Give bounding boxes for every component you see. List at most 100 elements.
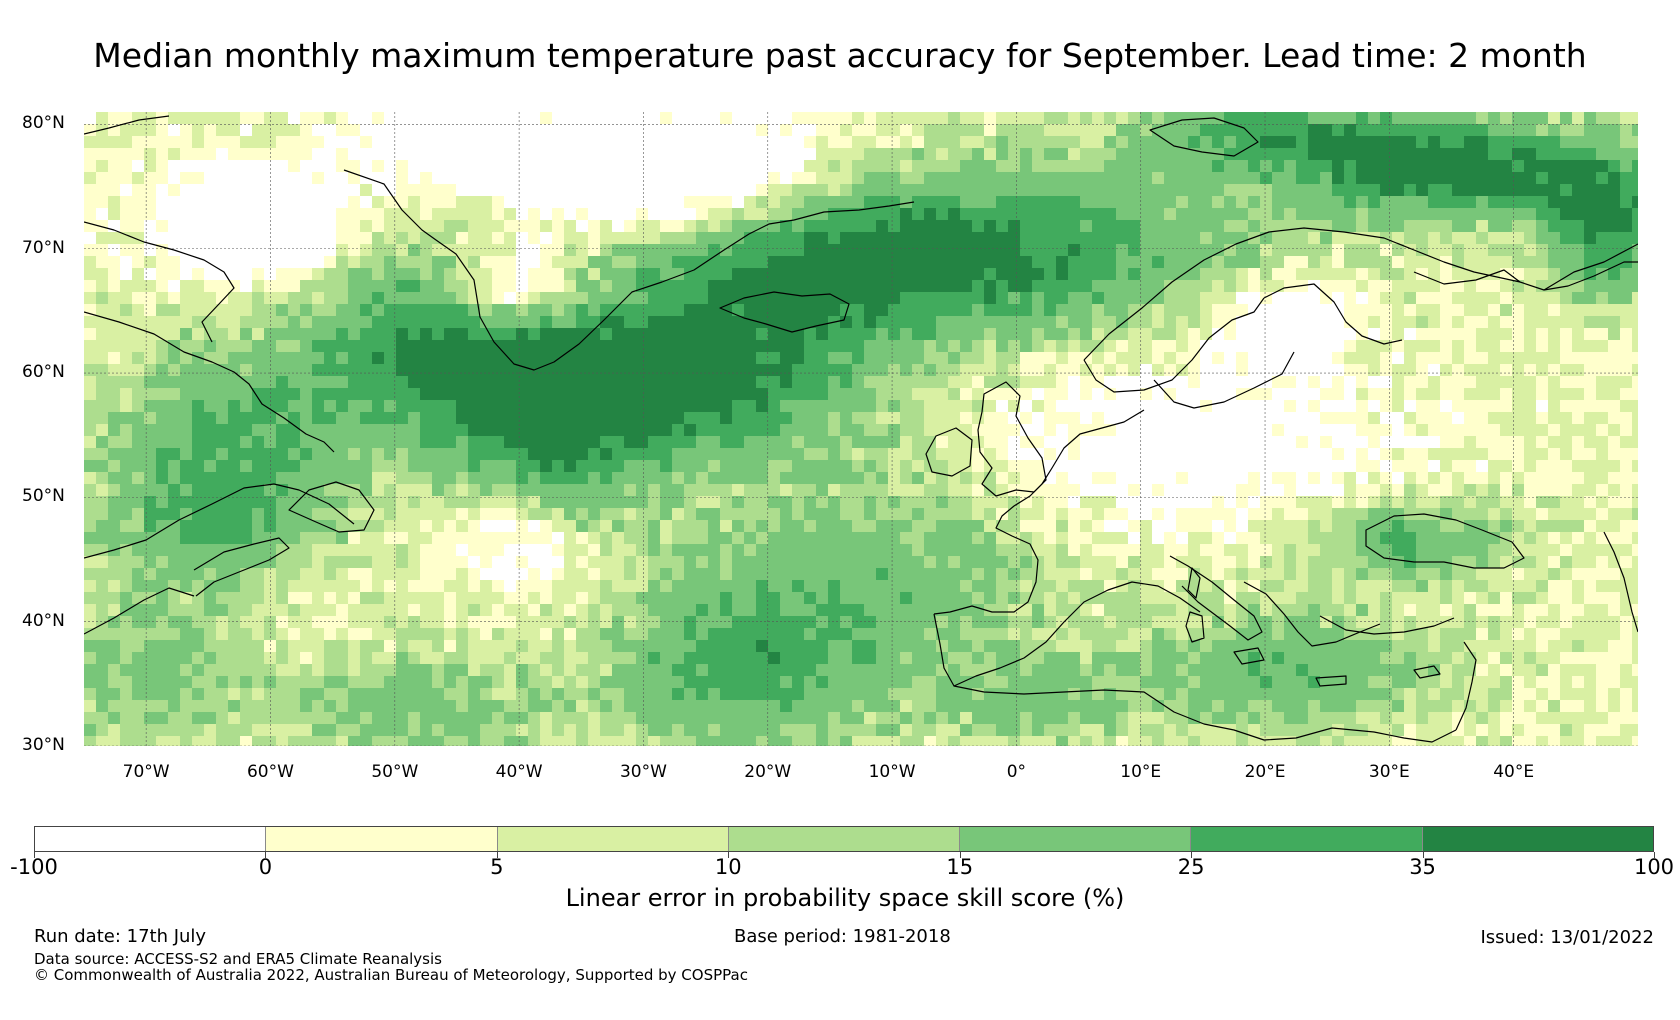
skill-cell (1344, 256, 1357, 269)
skill-cell (1536, 532, 1549, 545)
skill-cell (636, 424, 649, 437)
skill-cell (456, 532, 469, 545)
skill-cell (1260, 388, 1273, 401)
skill-cell (528, 220, 541, 233)
skill-cell (780, 484, 793, 497)
skill-cell (324, 136, 337, 149)
skill-cell (936, 508, 949, 521)
skill-cell (108, 364, 121, 377)
skill-cell (1092, 268, 1105, 281)
skill-cell (612, 136, 625, 149)
skill-cell (252, 352, 265, 365)
skill-cell (1152, 496, 1165, 509)
skill-cell (600, 508, 613, 521)
skill-cell (996, 280, 1009, 293)
skill-cell (360, 472, 373, 485)
skill-cell (372, 316, 385, 329)
skill-cell (1392, 328, 1405, 341)
skill-cell (1428, 484, 1441, 497)
skill-cell (864, 364, 877, 377)
skill-cell (1056, 196, 1069, 209)
skill-cell (132, 124, 145, 137)
skill-cell (732, 112, 745, 125)
skill-cell (1608, 520, 1621, 533)
skill-cell (1176, 520, 1189, 533)
skill-cell (1512, 520, 1525, 533)
skill-cell (1104, 316, 1117, 329)
skill-cell (984, 316, 997, 329)
skill-cell (792, 232, 805, 245)
skill-cell (624, 364, 637, 377)
skill-cell (1104, 436, 1117, 449)
skill-cell (1632, 340, 1638, 353)
skill-cell (252, 208, 265, 221)
skill-cell (1368, 136, 1381, 149)
skill-cell (876, 340, 889, 353)
skill-cell (468, 496, 481, 509)
skill-cell (1548, 268, 1561, 281)
skill-cell (132, 568, 145, 581)
skill-cell (1620, 436, 1633, 449)
skill-cell (864, 304, 877, 317)
skill-cell (504, 292, 517, 305)
skill-cell (888, 352, 901, 365)
skill-cell (744, 148, 757, 161)
skill-cell (264, 388, 277, 401)
skill-cell (744, 184, 757, 197)
skill-cell (984, 208, 997, 221)
skill-cell (1056, 220, 1069, 233)
skill-cell (1548, 160, 1561, 173)
skill-cell (1164, 472, 1177, 485)
skill-cell (612, 172, 625, 185)
skill-cell (1524, 544, 1537, 557)
skill-cell (1128, 160, 1141, 173)
skill-cell (372, 160, 385, 173)
skill-cell (1236, 256, 1249, 269)
skill-cell (1572, 184, 1585, 197)
skill-cell (1368, 412, 1381, 425)
skill-cell (1128, 484, 1141, 497)
skill-cell (1608, 148, 1621, 161)
skill-cell (240, 424, 253, 437)
skill-cell (1308, 244, 1321, 257)
skill-cell (408, 208, 421, 221)
skill-cell (1344, 412, 1357, 425)
skill-cell (216, 292, 229, 305)
skill-cell (624, 244, 637, 257)
skill-cell (1128, 424, 1141, 437)
skill-cell (360, 124, 373, 137)
skill-cell (816, 424, 829, 437)
skill-cell (1512, 112, 1525, 125)
skill-cell (564, 220, 577, 233)
skill-cell (1032, 256, 1045, 269)
skill-cell (1488, 484, 1501, 497)
skill-cell (348, 304, 361, 317)
skill-cell (840, 160, 853, 173)
skill-cell (1092, 400, 1105, 413)
skill-cell (1380, 532, 1393, 545)
skill-cell (1128, 244, 1141, 257)
skill-cell (1332, 136, 1345, 149)
skill-cell (828, 208, 841, 221)
skill-cell (264, 232, 277, 245)
skill-cell (1620, 448, 1633, 461)
skill-cell (912, 184, 925, 197)
skill-cell (972, 520, 985, 533)
skill-cell (744, 256, 757, 269)
skill-cell (408, 148, 421, 161)
skill-cell (1152, 376, 1165, 389)
skill-cell (264, 136, 277, 149)
skill-cell (240, 280, 253, 293)
skill-cell (768, 112, 781, 125)
skill-cell (504, 196, 517, 209)
skill-cell (252, 292, 265, 305)
skill-cell (336, 544, 349, 557)
skill-cell (348, 280, 361, 293)
skill-cell (396, 280, 409, 293)
skill-cell (1044, 544, 1057, 557)
skill-cell (156, 400, 169, 413)
skill-cell (1032, 160, 1045, 173)
skill-cell (576, 184, 589, 197)
skill-cell (420, 556, 433, 569)
skill-cell (648, 568, 661, 581)
